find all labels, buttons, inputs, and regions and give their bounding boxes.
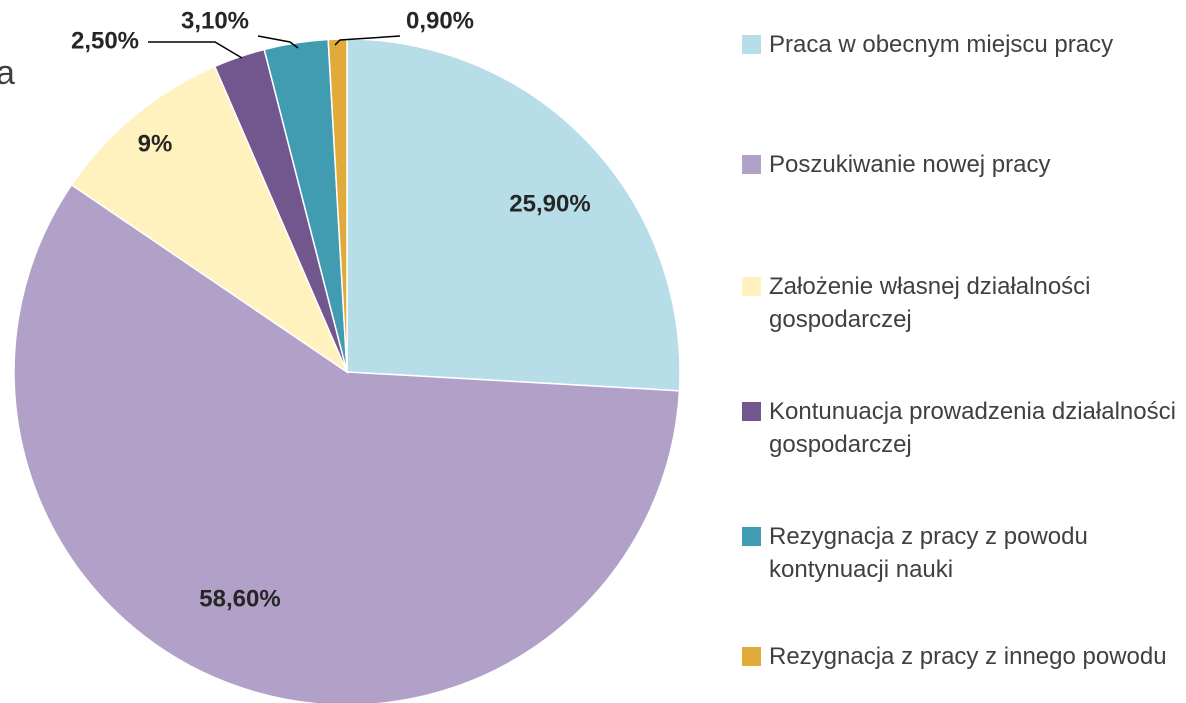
legend-entry: Założenie własnej działalności gospodarc…	[742, 270, 1182, 336]
legend-swatch	[742, 155, 761, 174]
legend-label: Kontunuacja prowadzenia działalności gos…	[769, 398, 1176, 458]
data-label: 9%	[138, 130, 173, 157]
legend-label: Poszukiwanie nowej pracy	[769, 151, 1051, 178]
legend-swatch	[742, 402, 761, 421]
legend-swatch	[742, 277, 761, 296]
pie-slice	[70, 65, 349, 375]
legend-label: Rezygnacja z pracy z innego powodu	[769, 643, 1167, 670]
pie-slice	[346, 38, 681, 392]
legend-entry: Praca w obecnym miejscu pracy	[742, 28, 1182, 61]
data-label: 0,90%	[406, 7, 474, 34]
legend-label: Rezygnacja z pracy z powodu kontynuacji …	[769, 523, 1088, 583]
leader-line	[148, 41, 243, 59]
legend-entry: Kontunuacja prowadzenia działalności gos…	[742, 395, 1182, 461]
legend-label: Założenie własnej działalności gospodarc…	[769, 273, 1091, 333]
data-label: 25,90%	[509, 190, 590, 217]
data-label: 58,60%	[199, 585, 280, 612]
legend-label: Praca w obecnym miejscu pracy	[769, 31, 1114, 58]
pie-slice	[13, 183, 681, 703]
leader-line	[257, 35, 299, 49]
legend-entry: Poszukiwanie nowej pracy	[742, 148, 1182, 181]
legend-swatch	[742, 35, 761, 54]
data-label: 2,50%	[71, 27, 139, 54]
annotation: a	[0, 54, 15, 92]
legend-entry: Rezygnacja z pracy z powodu kontynuacji …	[742, 520, 1182, 586]
leader-line	[334, 35, 401, 46]
legend-swatch	[742, 647, 761, 666]
legend-entry: Rezygnacja z pracy z innego powodu	[742, 640, 1182, 673]
data-label: 3,10%	[181, 7, 249, 34]
legend-swatch	[742, 527, 761, 546]
